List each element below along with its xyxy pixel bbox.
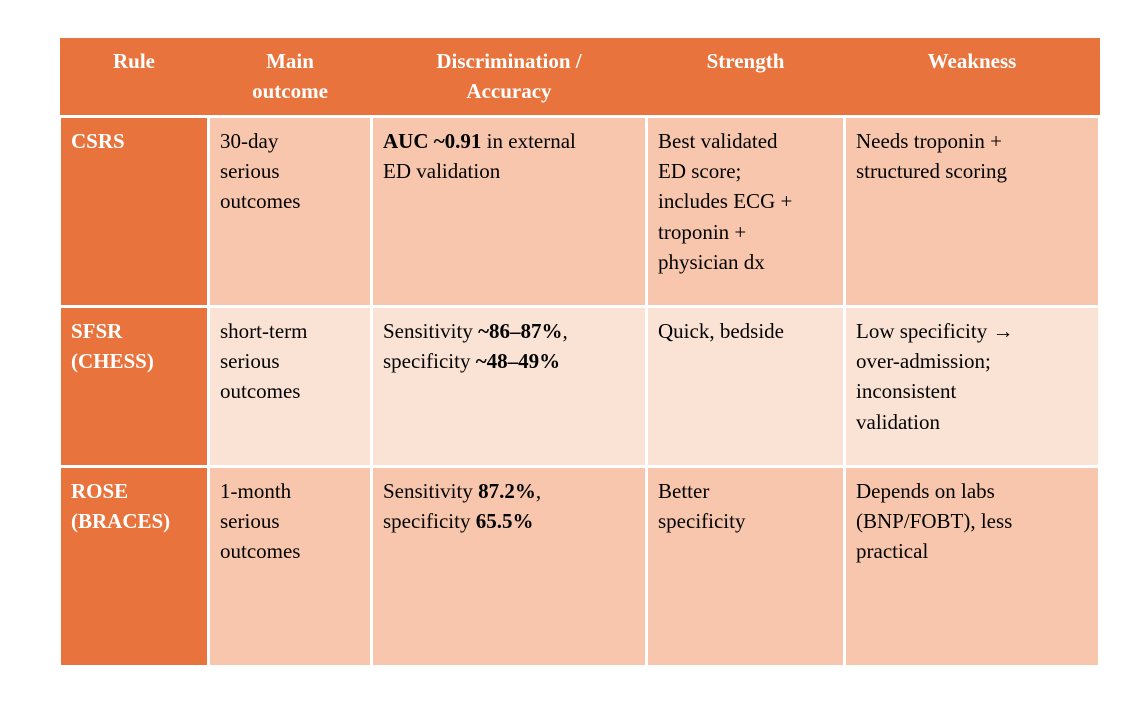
discrimination-cell: AUC ~0.91 in external ED validation [370, 114, 648, 308]
table-header: Rule Main outcome Discrimination / Accur… [59, 38, 1100, 118]
bold-text-segment: 65.5% [475, 508, 534, 533]
discrimination-cell: Sensitivity ~86–87%, specificity ~48–49% [370, 304, 648, 468]
text-segment: Sensitivity [383, 478, 479, 503]
comparison-table: Rule Main outcome Discrimination / Accur… [58, 38, 1101, 668]
discrimination-cell: Sensitivity 87.2%, specificity 65.5% [370, 464, 648, 668]
text-segment: Sensitivity [383, 318, 479, 343]
header-row: Rule Main outcome Discrimination / Accur… [59, 38, 1100, 118]
text-segment: in external ED validation [383, 128, 576, 183]
column-header-main-outcome: Main outcome [208, 38, 372, 118]
rule-cell: SFSR (CHESS) [58, 304, 210, 468]
weakness-cell: Depends on labs (BNP/FOBT), less practic… [843, 464, 1101, 668]
text-segment: , specificity [383, 478, 542, 533]
table-row: SFSR (CHESS) short-term serious outcomes S… [58, 304, 1101, 468]
main-outcome-cell: 30-day serious outcomes [207, 114, 373, 308]
table-row: ROSE (BRACES) 1-month serious outcomes Sen… [58, 464, 1101, 668]
main-outcome-cell: short-term serious outcomes [207, 304, 373, 468]
strength-cell: Quick, bedside [645, 304, 846, 468]
table-row: CSRS 30-day serious outcomes AUC ~0.91 in … [58, 114, 1101, 308]
weakness-cell: Low specificity → over-admission; incons… [843, 304, 1101, 468]
column-header-weakness: Weakness [844, 38, 1100, 118]
table-body: CSRS 30-day serious outcomes AUC ~0.91 in … [58, 114, 1101, 668]
rule-cell: ROSE (BRACES) [58, 464, 210, 668]
strength-cell: Better specificity [645, 464, 846, 668]
strength-cell: Best validated ED score; includes ECG + … [645, 114, 846, 308]
bold-text-segment: ~86–87% [478, 318, 563, 343]
bold-text-segment: AUC ~0.91 [383, 128, 482, 153]
rule-cell: CSRS [58, 114, 210, 308]
column-header-rule: Rule [59, 38, 209, 118]
column-header-strength: Strength [646, 38, 845, 118]
main-outcome-cell: 1-month serious outcomes [207, 464, 373, 668]
weakness-cell: Needs troponin + structured scoring [843, 114, 1101, 308]
text-segment: , specificity [383, 318, 568, 373]
bold-text-segment: 87.2% [478, 478, 536, 503]
bold-text-segment: ~48–49% [475, 348, 561, 373]
column-header-discrimination: Discrimination / Accuracy [371, 38, 647, 118]
